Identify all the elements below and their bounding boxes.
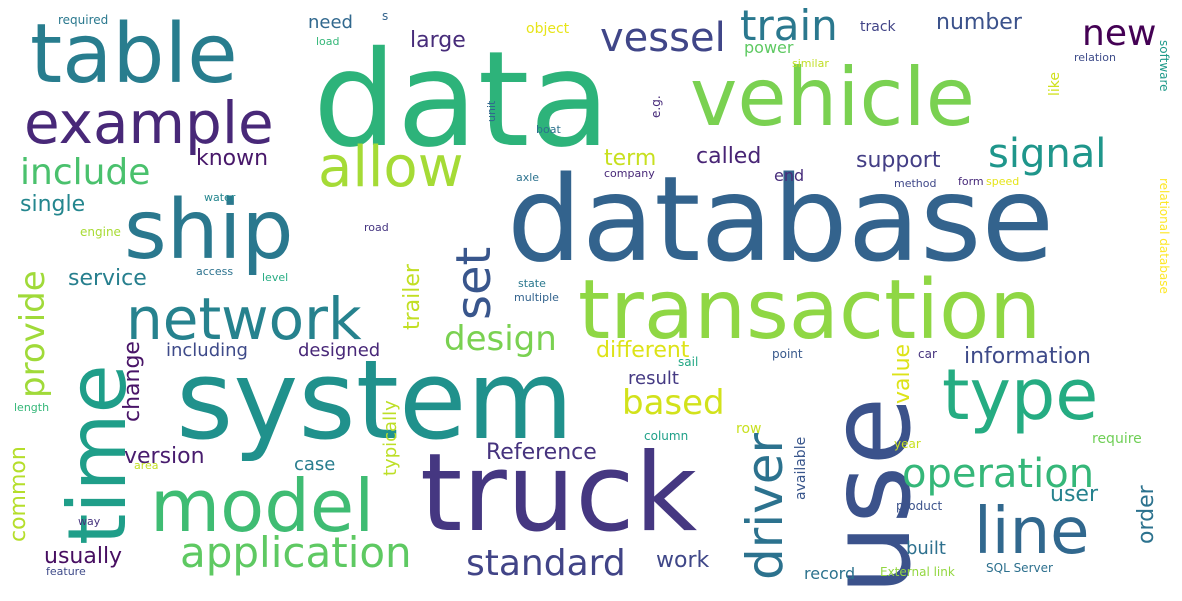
word-new: new [1082, 13, 1157, 54]
word-end: end [774, 166, 805, 185]
word-large: large [410, 28, 466, 53]
word-company: company [604, 167, 655, 180]
word-unit: unit [485, 100, 498, 122]
word-road: road [364, 221, 389, 234]
word-network: network [126, 285, 362, 353]
word-like: like [1047, 71, 1063, 96]
word-work: work [656, 548, 710, 573]
word-value: value [890, 343, 915, 404]
word-software: software [1157, 40, 1171, 92]
word-result: result [628, 368, 679, 389]
word-state: state [518, 277, 546, 290]
word-information: information [964, 344, 1091, 369]
word-way: way [78, 515, 101, 528]
word-speed: speed [986, 175, 1020, 188]
word-track: track [860, 19, 896, 35]
word-standard: standard [466, 543, 626, 584]
word-area: area [134, 459, 159, 472]
word-term: term [604, 146, 657, 171]
word-s: s [382, 9, 389, 23]
word-power: power [744, 38, 794, 57]
word-access: access [196, 265, 234, 278]
word-external-link: External link [880, 565, 955, 579]
word-number: number [936, 10, 1022, 35]
word-axle: axle [516, 171, 540, 184]
word-relational-database: relational database [1157, 178, 1171, 294]
word-level: level [262, 271, 289, 284]
word-vehicle: vehicle [690, 51, 975, 144]
word-data: data [313, 23, 611, 177]
word-column: column [644, 429, 689, 443]
word-boat: boat [536, 123, 561, 136]
word-provide: provide [13, 270, 53, 398]
word-table: table [30, 7, 238, 102]
word-sail: sail [678, 355, 699, 369]
word-allow: allow [318, 135, 464, 200]
word-common: common [6, 446, 31, 542]
word-transaction: transaction [578, 263, 1042, 358]
word-including: including [166, 340, 248, 361]
word-require: require [1092, 431, 1142, 447]
word-example: example [24, 89, 274, 157]
word-truck: truck [420, 431, 698, 556]
word-case: case [294, 454, 336, 475]
word-method: method [894, 177, 937, 190]
word-water: water [204, 191, 236, 204]
word-designed: designed [298, 340, 381, 361]
word-year: year [894, 437, 921, 451]
word-ship: ship [124, 183, 294, 278]
word-relation: relation [1074, 51, 1116, 64]
word-change: change [120, 341, 145, 422]
word-signal: signal [988, 131, 1107, 177]
word-line: line [974, 495, 1090, 569]
word-usually: usually [44, 544, 123, 569]
word-row: row [736, 421, 762, 437]
word-include: include [20, 152, 151, 193]
word-length: length [14, 401, 50, 414]
word-order: order [1134, 485, 1159, 544]
word-design: design [444, 319, 557, 359]
word-need: need [308, 12, 353, 33]
word-reference: Reference [486, 440, 597, 465]
word-model: model [150, 464, 375, 548]
word-engine: engine [80, 225, 121, 239]
word-object: object [526, 21, 570, 37]
word-operation: operation [902, 451, 1095, 497]
word-known: known [196, 146, 269, 171]
word-system: system [176, 336, 574, 464]
word-version: version [124, 444, 205, 469]
word-feature: feature [46, 565, 86, 578]
word-available: available [793, 436, 809, 500]
word-service: service [68, 266, 147, 291]
word-sql-server: SQL Server [986, 561, 1053, 575]
word-typically: typically [380, 400, 401, 476]
word-train: train [740, 1, 838, 50]
word-application: application [180, 528, 412, 577]
word-single: single [20, 192, 86, 217]
word-car: car [918, 347, 937, 361]
word-built: built [906, 538, 946, 559]
word-different: different [596, 338, 690, 363]
word-required: required [58, 13, 109, 27]
word-based: based [622, 383, 725, 423]
word-product: product [896, 499, 943, 513]
word-database: database [507, 150, 1055, 288]
word-set: set [446, 246, 502, 320]
word-eg: e.g. [649, 95, 663, 118]
word-multiple: multiple [514, 291, 559, 304]
word-load: load [316, 35, 340, 48]
word-trailer: trailer [400, 264, 425, 330]
word-type: type [942, 354, 1099, 436]
word-form: form [958, 175, 984, 188]
word-similar: similar [792, 57, 829, 70]
word-support: support [856, 148, 941, 173]
word-user: user [1050, 482, 1098, 507]
word-vessel: vessel [600, 15, 726, 61]
word-point: point [772, 347, 803, 361]
word-called: called [696, 144, 762, 169]
word-record: record [804, 564, 856, 583]
word-driver: driver [736, 432, 794, 580]
